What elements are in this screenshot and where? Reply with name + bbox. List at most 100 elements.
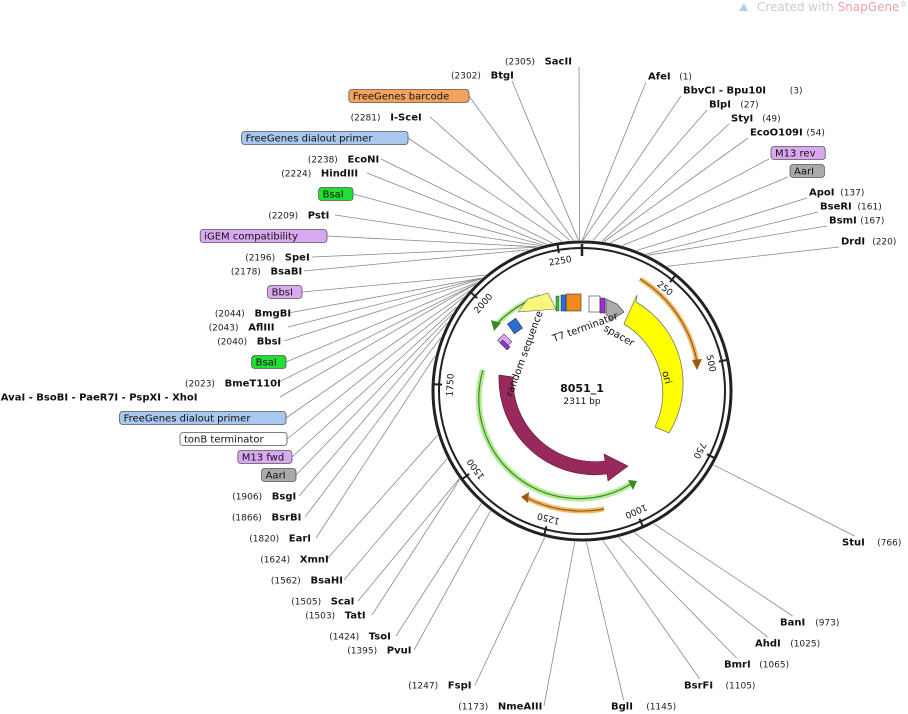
right-site-9-name: BsmI bbox=[829, 216, 857, 227]
right-site-8-pos: (161) bbox=[858, 203, 882, 213]
top-leader-1 bbox=[511, 80, 579, 241]
left-box-0-box bbox=[348, 89, 470, 103]
primer-arrowhead-topleft bbox=[491, 320, 501, 331]
left-site-11-pos: (2044) bbox=[215, 310, 245, 320]
right-site-0-name: AfeI bbox=[648, 72, 671, 83]
top-feature-cluster bbox=[497, 292, 625, 351]
primer-arc-right-core bbox=[639, 278, 698, 363]
left-site-11-name: BmgBI bbox=[255, 309, 292, 320]
leader-lines bbox=[276, 66, 855, 707]
right-site-7-pos: (137) bbox=[840, 189, 864, 199]
left-site-21-name: BsgI bbox=[272, 492, 296, 503]
left-site-4-name: HindIII bbox=[321, 169, 358, 180]
left-leader-31 bbox=[543, 541, 576, 707]
left-site-28-pos: (1424) bbox=[329, 633, 359, 643]
left-box-18-text: tonB terminator bbox=[184, 435, 264, 446]
left-site-29-name: PvuI bbox=[387, 646, 412, 657]
left-box-10-box bbox=[267, 285, 303, 299]
primer-arrowhead-bottom bbox=[521, 492, 529, 503]
left-site-30-name: FspI bbox=[448, 681, 472, 692]
left-box-0-text: FreeGenes barcode bbox=[353, 92, 449, 103]
left-box-19-text: M13 fwd bbox=[242, 453, 284, 464]
left-leader-27 bbox=[371, 479, 460, 616]
right-site-1-pos: (3) bbox=[790, 87, 803, 97]
left-site-4-pos: (2224) bbox=[281, 170, 311, 180]
left-site-13-pos: (2040) bbox=[217, 338, 247, 348]
left-leader-29 bbox=[413, 510, 491, 651]
left-site-28-name: TsoI bbox=[369, 632, 391, 643]
left-site-13-name: BbsI bbox=[257, 337, 281, 348]
left-leader-21 bbox=[298, 322, 448, 497]
br-site-4-name: BsrFI bbox=[684, 681, 713, 692]
left-site-3-pos: (2238) bbox=[308, 156, 338, 166]
left-site-27-name: TatI bbox=[345, 611, 366, 622]
left-leader-22 bbox=[304, 337, 442, 518]
left-site-6-pos: (2209) bbox=[268, 212, 298, 222]
igem-block bbox=[555, 295, 560, 312]
left-site-21-pos: (1906) bbox=[232, 493, 262, 503]
left-box-10-text: BbsI bbox=[272, 288, 293, 299]
left-leader-19 bbox=[291, 306, 457, 458]
left-leader-16 bbox=[279, 283, 476, 398]
br-leader-4 bbox=[602, 540, 701, 680]
left-box-2-text: FreeGenes dialout primer bbox=[246, 134, 374, 145]
right-site-7-name: ApoI bbox=[809, 188, 835, 199]
right-site-10-pos: (220) bbox=[872, 238, 896, 248]
top-site-0-pos: (2305) bbox=[505, 58, 535, 68]
left-box-5-text: BsaI bbox=[323, 190, 344, 201]
plasmid-length: 2311 bp bbox=[563, 397, 600, 407]
left-leader-24 bbox=[326, 434, 438, 560]
right-site-3-name: StyI bbox=[731, 114, 753, 125]
left-site-31-pos: (1173) bbox=[458, 703, 488, 713]
br-site-2-name: AhdI bbox=[755, 639, 781, 650]
left-site-8-pos: (2196) bbox=[245, 254, 275, 264]
br-site-3-pos: (1065) bbox=[759, 661, 789, 671]
left-site-22-pos: (1866) bbox=[232, 514, 262, 524]
tick-1250 bbox=[543, 526, 548, 535]
tick-label-750: 750 bbox=[690, 440, 707, 460]
right-leader-7 bbox=[636, 197, 808, 251]
right-site-3-pos: (49) bbox=[762, 115, 780, 125]
left-leader-7 bbox=[326, 235, 538, 248]
left-leader-5 bbox=[352, 193, 544, 246]
right-site-1-name: BbvCI - Bpu10I bbox=[683, 86, 766, 97]
left-site-22-name: BsrBI bbox=[272, 513, 302, 524]
left-leader-20 bbox=[295, 313, 453, 476]
left-box-7-text: iGEM compatibility bbox=[204, 232, 298, 243]
left-site-9-name: BsaBI bbox=[271, 267, 303, 278]
t7-terminator-feature bbox=[517, 292, 557, 313]
left-leader-13 bbox=[283, 278, 481, 342]
right-leader-0 bbox=[582, 81, 647, 241]
left-leader-12 bbox=[287, 277, 482, 328]
right-box-5-text: M13 rev bbox=[775, 149, 816, 160]
left-leader-4 bbox=[366, 172, 547, 245]
left-site-27-pos: (1503) bbox=[305, 612, 335, 622]
left-box-14-text: BsaI bbox=[256, 358, 277, 369]
br-site-5-name: BglI bbox=[611, 702, 633, 713]
left-box-19-box bbox=[237, 450, 293, 464]
right-site-4-name: EcoO109I bbox=[750, 128, 803, 139]
br-site-4-pos: (1105) bbox=[726, 682, 756, 692]
left-box-14-box bbox=[251, 355, 287, 369]
br-site-0-name: StuI bbox=[842, 538, 865, 549]
br-leader-3 bbox=[618, 537, 737, 659]
left-site-31-name: NmeAIII bbox=[498, 702, 542, 713]
left-site-12-name: AflIII bbox=[248, 323, 274, 334]
left-leader-23 bbox=[315, 355, 436, 539]
br-site-1-name: BanI bbox=[780, 618, 805, 629]
spacer-block bbox=[605, 298, 625, 321]
bsai-block bbox=[599, 297, 606, 314]
left-site-1-pos: (2281) bbox=[351, 114, 381, 124]
left-leader-11 bbox=[287, 277, 482, 314]
watermark-text: Created with SnapGene® bbox=[757, 0, 907, 14]
left-site-3-name: EcoNI bbox=[348, 155, 380, 166]
br-site-1-pos: (973) bbox=[815, 619, 839, 629]
watermark: Created with SnapGene® bbox=[739, 0, 907, 14]
left-leader-6 bbox=[334, 214, 541, 247]
right-box-6-box bbox=[789, 164, 825, 178]
tick-1000 bbox=[638, 518, 644, 527]
left-leader-0 bbox=[468, 95, 574, 241]
tick-label-1250: 1250 bbox=[536, 510, 561, 526]
left-leader-9 bbox=[303, 249, 529, 272]
